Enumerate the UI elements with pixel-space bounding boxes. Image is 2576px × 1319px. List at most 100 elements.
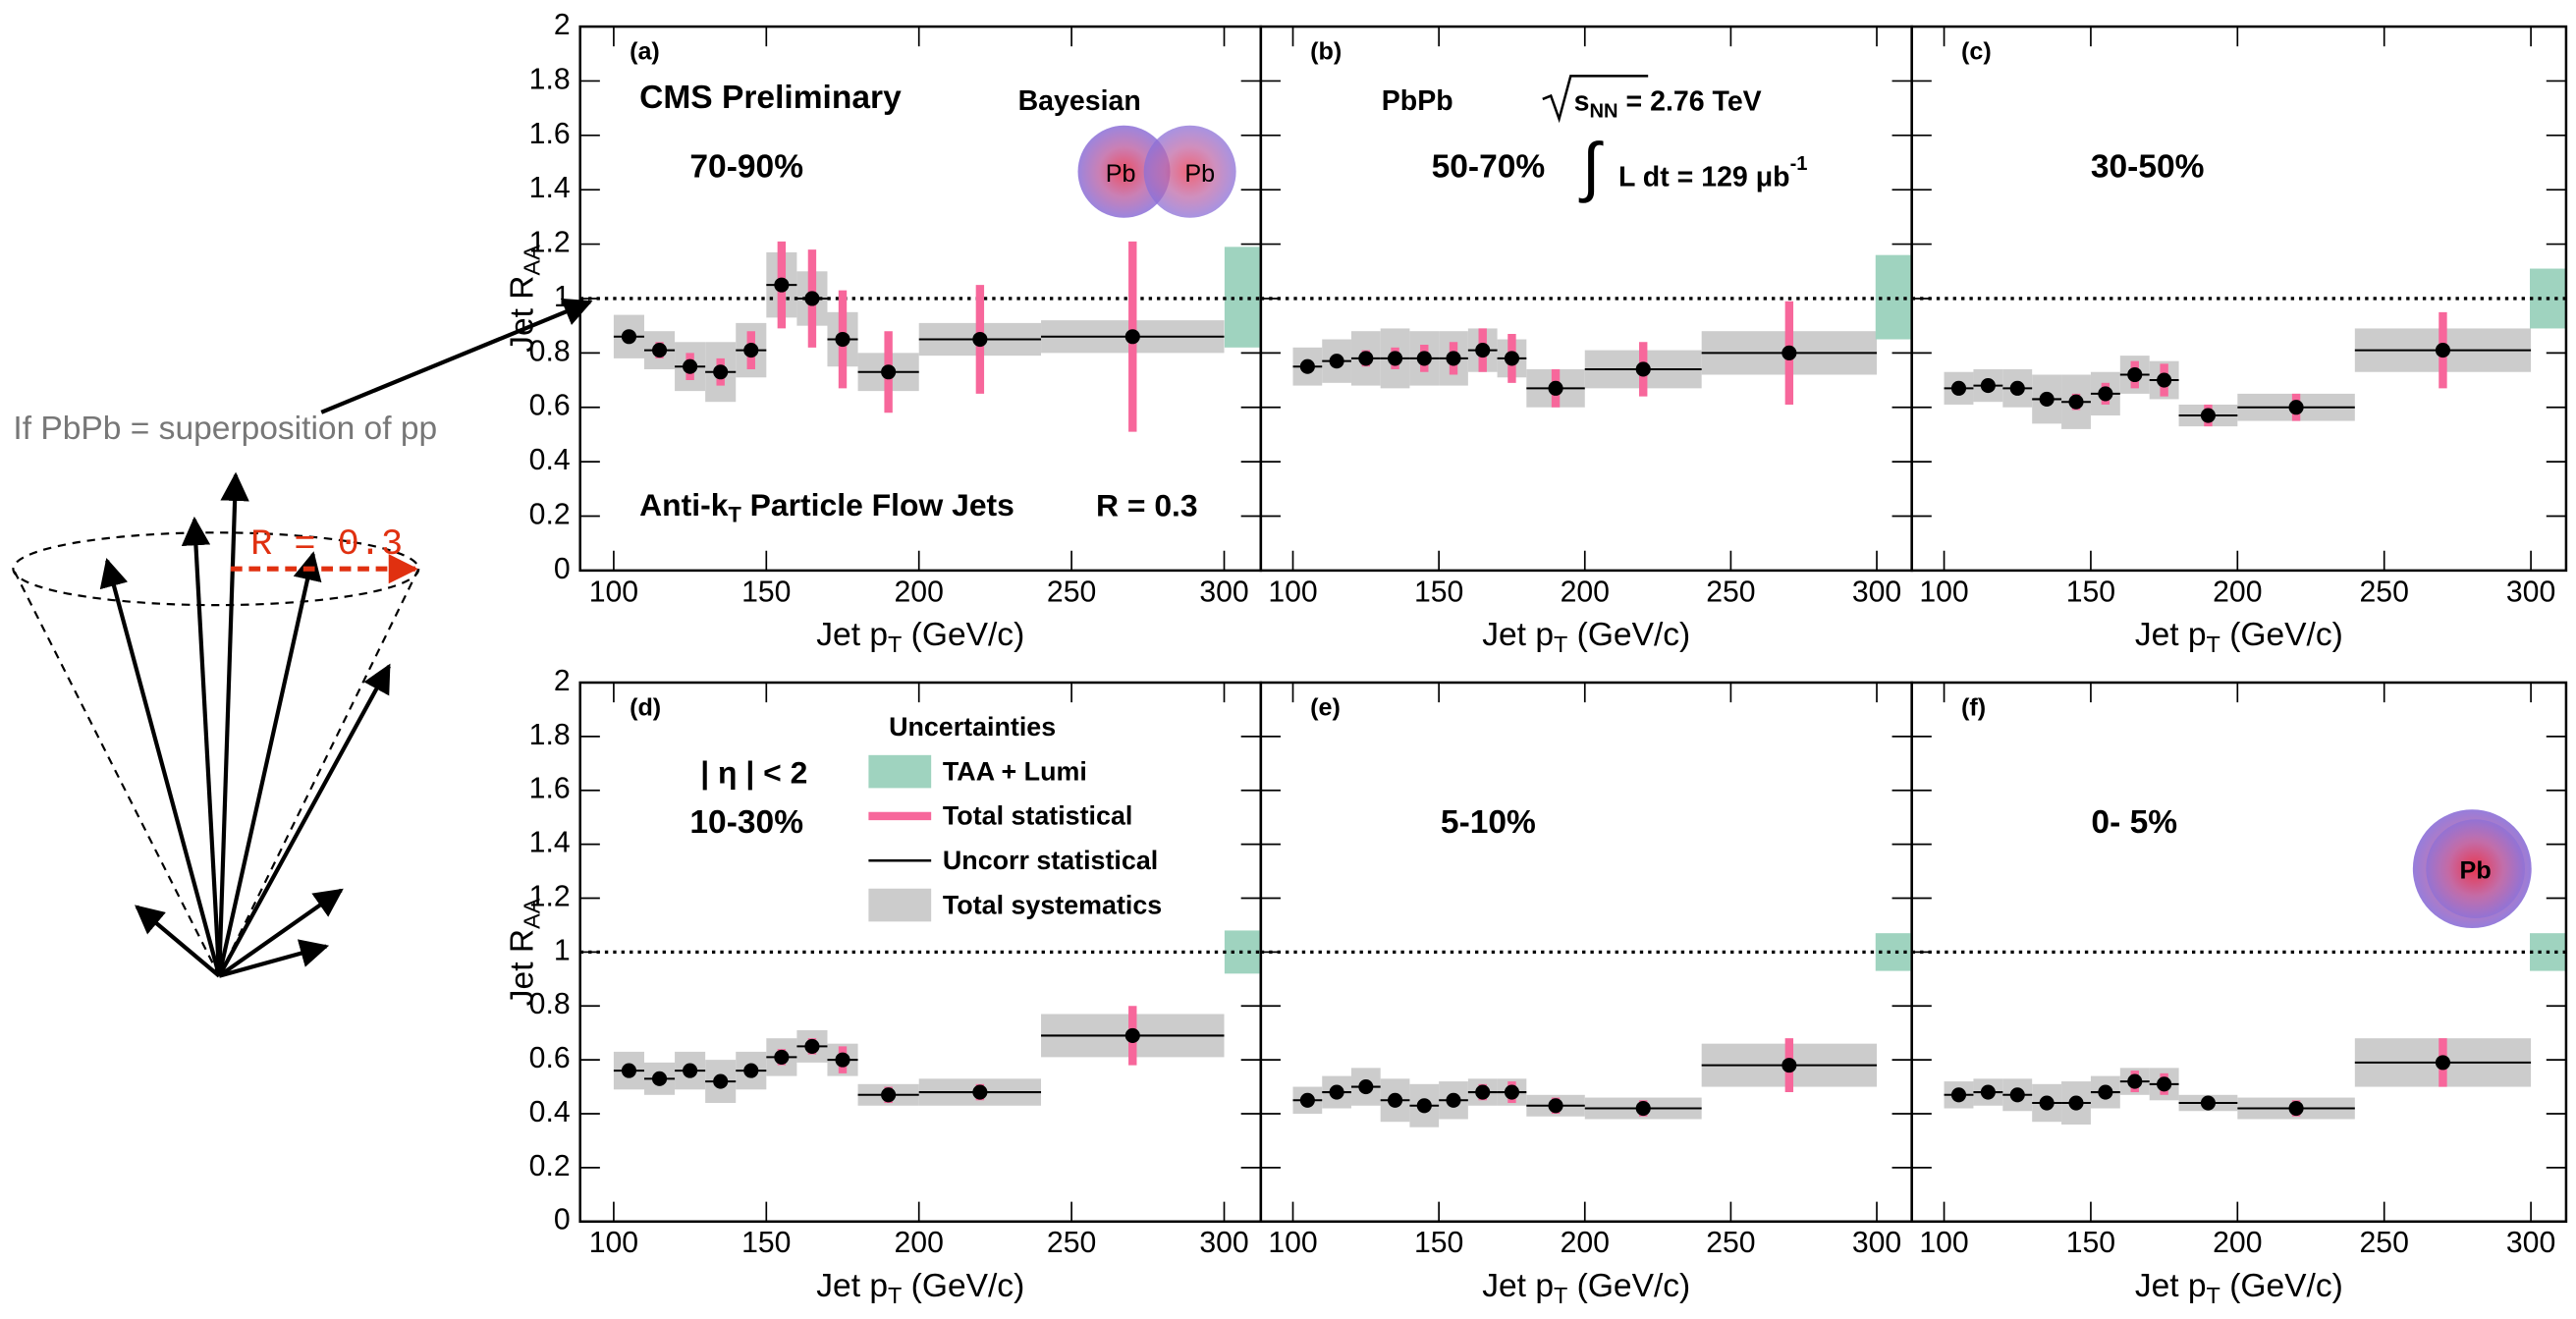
data-point xyxy=(2157,1076,2172,1092)
x-tick-label: 100 xyxy=(589,576,638,608)
x-tick-label: 150 xyxy=(1414,1227,1463,1259)
y-axis-label: Jet RAA xyxy=(505,898,545,1006)
legend-title: Uncertainties xyxy=(889,712,1056,742)
x-axis-label-sub: T xyxy=(2207,1283,2220,1308)
data-point xyxy=(1329,1084,1344,1100)
data-point xyxy=(2098,1084,2113,1100)
x-tick-label: 150 xyxy=(1414,576,1463,608)
panel-label: (e) xyxy=(1310,694,1341,722)
y-axis-label-main: Jet R xyxy=(505,275,541,352)
data-point xyxy=(2009,380,2025,396)
y-tick-label: 0.4 xyxy=(529,444,571,476)
data-point xyxy=(1980,1084,1996,1100)
data-point xyxy=(2098,386,2113,402)
particle-arrows xyxy=(99,471,391,978)
data-point xyxy=(713,1073,729,1089)
x-tick-label: 100 xyxy=(1268,1227,1317,1259)
y-tick-label: 1.2 xyxy=(529,880,571,912)
data-point xyxy=(1504,351,1520,366)
panel: 100 150 200 250 300 (f) 0- 5% Jet pT (GeV/c) xyxy=(1910,681,2568,1308)
x-axis-label-sub: T xyxy=(1554,1283,1567,1308)
legend-label: Total systematics xyxy=(943,890,1162,919)
data-point xyxy=(743,1063,759,1078)
x-axis-label-sub: T xyxy=(2207,632,2220,657)
pointer-arrow xyxy=(320,298,593,414)
x-tick-label: 150 xyxy=(741,1227,791,1259)
centrality-label: 30-50% xyxy=(2091,148,2205,185)
data-point xyxy=(2435,1055,2451,1071)
system-label: PbPb xyxy=(1382,85,1453,117)
y-tick-label: 1 xyxy=(554,281,571,313)
data-point xyxy=(2157,372,2172,388)
x-tick-label: 150 xyxy=(741,576,791,608)
x-axis-label-main: Jet p xyxy=(2135,1268,2207,1304)
centrality-label: 10-30% xyxy=(689,804,803,841)
x-tick-label: 300 xyxy=(2506,1227,2555,1259)
y-tick-label: 0.2 xyxy=(529,498,571,530)
x-axis-label-sub: T xyxy=(1554,632,1567,657)
data-point xyxy=(804,291,820,306)
data-point xyxy=(1299,1092,1315,1108)
panel: 100 150 200 250 300 (c) 30-50% Jet pT (GeV/c) xyxy=(1910,25,2568,657)
x-tick-label: 250 xyxy=(2360,1227,2409,1259)
x-axis-label: Jet pT (GeV/c) xyxy=(1482,1268,1690,1308)
centrality-label: 0- 5% xyxy=(2091,804,2177,841)
data-point xyxy=(1635,1100,1651,1117)
panel: 0 0.2 0.4 0.6 0.8 1 1.2 1.4 1.6 1.8 2 100 150 200 250 3… xyxy=(505,9,1263,657)
x-tick-label: 300 xyxy=(1199,576,1248,608)
centrality-label: 70-90% xyxy=(689,148,803,185)
data-point xyxy=(881,1087,897,1103)
x-axis-label-rest: (GeV/c) xyxy=(2220,617,2343,653)
data-point xyxy=(2068,394,2084,410)
data-point xyxy=(2127,1073,2143,1089)
y-tick-label: 2 xyxy=(554,9,571,41)
y-tick-label: 0.8 xyxy=(529,335,571,367)
lumi-main: L dt = 129 μb xyxy=(1618,161,1790,192)
x-axis-label-rest: (GeV/c) xyxy=(1567,617,1690,653)
sqrt-sign xyxy=(1542,75,1649,124)
data-point xyxy=(972,331,988,348)
y-tick-label: 2 xyxy=(554,665,571,697)
legend-swatch xyxy=(868,888,932,922)
x-axis-label: Jet pT (GeV/c) xyxy=(816,617,1024,657)
nucleus xyxy=(2426,819,2525,918)
jet-algorithm-sub: T xyxy=(728,502,741,526)
y-tick-label: 1.2 xyxy=(529,227,571,259)
y-tick-label: 1.6 xyxy=(529,118,571,150)
energy-sub: NN xyxy=(1590,101,1618,123)
data-point xyxy=(774,1049,790,1065)
data-point xyxy=(1635,361,1651,377)
legend-label: Uncorr statistical xyxy=(943,846,1158,875)
data-point xyxy=(2009,1087,2025,1103)
legend: TAA + Lumi Total statistical Uncorr statis… xyxy=(868,754,1162,922)
x-tick-label: 200 xyxy=(895,576,944,608)
y-tick-label: 1.8 xyxy=(529,63,571,95)
data-point xyxy=(2288,400,2304,415)
x-tick-label: 150 xyxy=(2066,576,2115,608)
x-axis-label-main: Jet p xyxy=(2135,617,2207,653)
data-point xyxy=(1387,1092,1403,1108)
y-axis-label-sub: AA xyxy=(520,245,545,276)
energy-s: s xyxy=(1574,85,1590,117)
x-tick-label: 300 xyxy=(2506,576,2555,608)
data-point xyxy=(1358,1079,1374,1095)
data-point xyxy=(651,343,668,358)
y-axis-label-main: Jet R xyxy=(505,929,541,1006)
data-point xyxy=(713,364,729,380)
nucleus xyxy=(1143,125,1236,218)
plot-frame xyxy=(578,681,1263,1224)
panel: 100 150 200 250 300 (b) 50-70% Jet pT (GeV/c) xyxy=(1259,25,1913,657)
cone-edge xyxy=(218,568,420,977)
data-point xyxy=(621,329,637,345)
y-tick-label: 1.4 xyxy=(529,827,571,859)
nucleus-label: Pb xyxy=(2460,857,2492,885)
centrality-label: 50-70% xyxy=(1432,148,1546,185)
nucleus-label: Pb xyxy=(1106,160,1136,188)
data-point xyxy=(972,1084,988,1100)
method-label: Bayesian xyxy=(1018,85,1141,117)
y-tick-label: 1.4 xyxy=(529,172,571,204)
data-point xyxy=(1475,1084,1491,1100)
data-point xyxy=(651,1071,668,1086)
